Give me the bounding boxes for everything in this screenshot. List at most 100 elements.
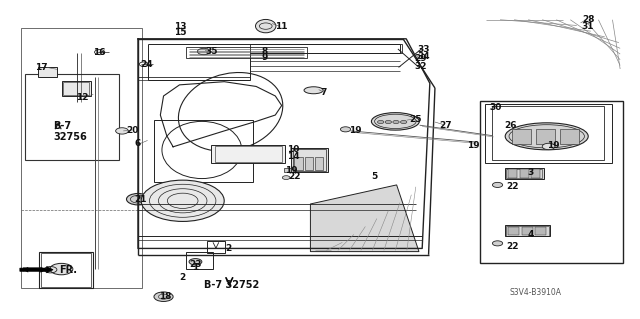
Circle shape xyxy=(141,180,224,221)
Bar xyxy=(560,129,579,144)
Text: 22: 22 xyxy=(506,242,519,251)
Text: 9: 9 xyxy=(261,53,268,62)
Bar xyxy=(508,226,519,235)
Ellipse shape xyxy=(255,19,276,33)
Text: FR.: FR. xyxy=(60,265,77,275)
Text: 2: 2 xyxy=(179,272,185,281)
Text: B-7
32756: B-7 32756 xyxy=(53,121,87,142)
Circle shape xyxy=(385,121,392,123)
Text: 19: 19 xyxy=(349,126,362,135)
Bar xyxy=(492,106,604,160)
Text: 26: 26 xyxy=(504,121,517,130)
Polygon shape xyxy=(22,267,48,272)
Text: 7: 7 xyxy=(320,88,326,97)
Text: 22: 22 xyxy=(506,182,519,191)
Text: 23: 23 xyxy=(189,260,202,269)
Bar xyxy=(511,129,531,144)
Text: 13: 13 xyxy=(174,22,187,31)
Ellipse shape xyxy=(371,113,419,130)
Polygon shape xyxy=(23,268,39,271)
Bar xyxy=(315,157,323,170)
Circle shape xyxy=(95,50,105,55)
Bar xyxy=(479,101,623,263)
Text: 15: 15 xyxy=(174,28,187,37)
Circle shape xyxy=(189,259,202,265)
Bar xyxy=(62,81,91,96)
Bar xyxy=(506,226,548,236)
Bar xyxy=(293,149,326,171)
Text: 19: 19 xyxy=(285,166,298,175)
Text: 27: 27 xyxy=(440,121,452,130)
Circle shape xyxy=(154,292,173,301)
Bar xyxy=(505,225,550,236)
Bar xyxy=(291,148,328,172)
Circle shape xyxy=(401,121,407,123)
Text: 30: 30 xyxy=(490,103,502,112)
Bar xyxy=(484,104,612,163)
Bar xyxy=(63,82,90,95)
Bar xyxy=(506,169,542,178)
Bar xyxy=(305,157,313,170)
Bar xyxy=(25,74,120,160)
Bar xyxy=(41,253,92,287)
Text: 8: 8 xyxy=(261,47,268,56)
Circle shape xyxy=(116,128,129,134)
Bar xyxy=(207,241,225,253)
Polygon shape xyxy=(310,185,419,252)
Ellipse shape xyxy=(304,87,323,94)
Text: 31: 31 xyxy=(582,22,595,31)
Text: 29: 29 xyxy=(415,54,427,63)
Text: 32: 32 xyxy=(415,62,427,71)
Bar xyxy=(508,169,517,178)
Bar xyxy=(39,252,93,288)
Text: 28: 28 xyxy=(582,15,595,24)
Bar xyxy=(520,169,529,178)
Text: 19: 19 xyxy=(467,141,479,150)
Circle shape xyxy=(140,62,148,66)
Bar xyxy=(294,157,303,170)
Text: 11: 11 xyxy=(275,22,288,31)
Text: 17: 17 xyxy=(35,63,48,72)
Bar xyxy=(531,169,540,178)
Circle shape xyxy=(492,241,502,246)
Text: 1: 1 xyxy=(192,263,198,272)
Text: 18: 18 xyxy=(159,292,172,300)
Bar xyxy=(522,226,532,235)
Text: S3V4-B3910A: S3V4-B3910A xyxy=(510,288,562,297)
Text: 20: 20 xyxy=(126,126,138,135)
Circle shape xyxy=(340,127,351,132)
Text: 2: 2 xyxy=(225,244,232,253)
Text: 24: 24 xyxy=(140,60,152,69)
Bar xyxy=(505,168,543,179)
Text: B-7 32752: B-7 32752 xyxy=(204,280,259,290)
Bar xyxy=(211,145,285,163)
Text: 4: 4 xyxy=(527,230,534,239)
Text: 25: 25 xyxy=(410,115,422,124)
Text: 14: 14 xyxy=(287,152,300,161)
Bar xyxy=(536,129,555,144)
Circle shape xyxy=(50,263,73,275)
Text: 21: 21 xyxy=(134,195,147,204)
Bar xyxy=(186,47,307,58)
Bar xyxy=(21,28,143,288)
Text: 34: 34 xyxy=(418,52,430,61)
Polygon shape xyxy=(20,267,53,273)
Text: 19: 19 xyxy=(547,141,559,150)
Bar xyxy=(38,67,57,77)
Circle shape xyxy=(492,182,502,188)
Bar xyxy=(535,226,546,235)
Bar xyxy=(284,168,291,172)
Circle shape xyxy=(378,121,384,123)
Text: 5: 5 xyxy=(371,173,378,182)
Text: 3: 3 xyxy=(527,168,534,177)
Circle shape xyxy=(393,121,399,123)
Circle shape xyxy=(197,48,210,55)
Text: 10: 10 xyxy=(287,145,300,154)
Text: 12: 12 xyxy=(76,93,88,102)
Text: 35: 35 xyxy=(205,47,218,56)
Ellipse shape xyxy=(505,123,588,150)
Circle shape xyxy=(282,176,290,180)
Text: 33: 33 xyxy=(418,45,430,55)
Bar xyxy=(214,146,282,162)
Bar xyxy=(250,44,402,53)
